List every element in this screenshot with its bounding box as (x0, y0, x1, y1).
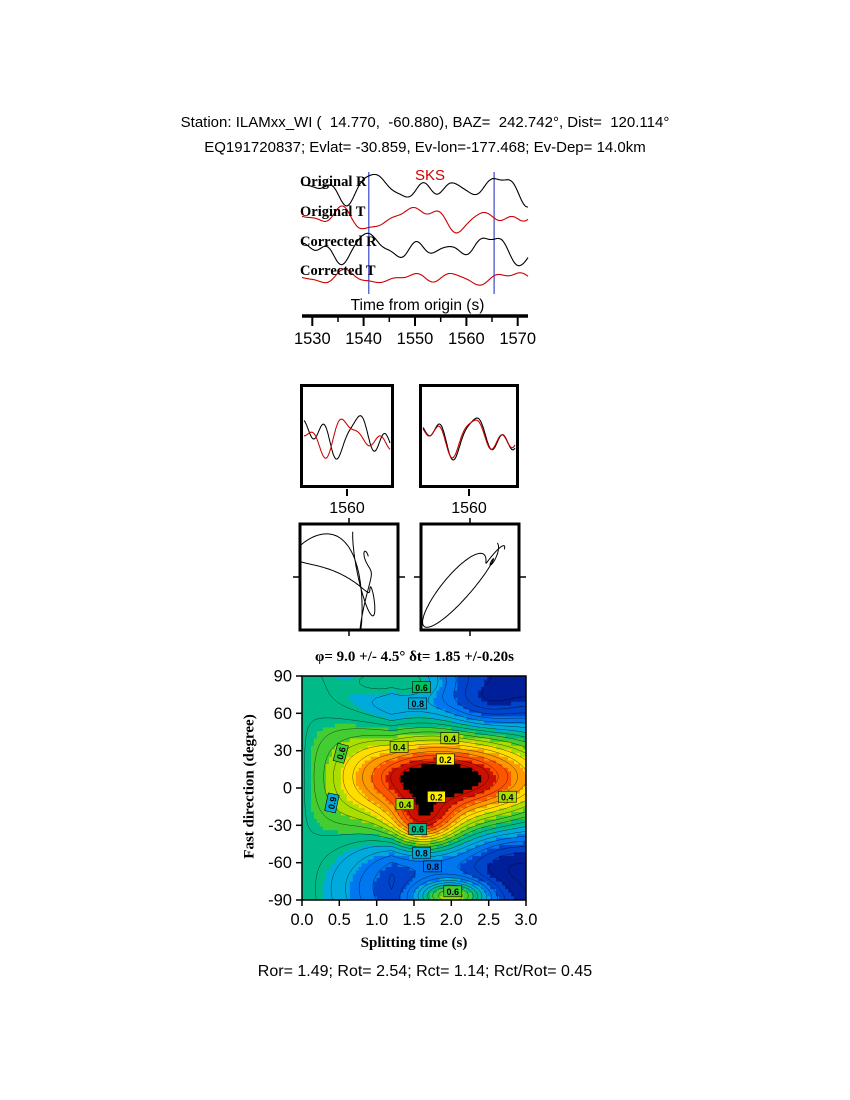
svg-text:0.8: 0.8 (415, 848, 428, 858)
svg-text:1550: 1550 (397, 330, 434, 348)
svg-text:0.6: 0.6 (411, 825, 424, 835)
particle-motion-panel-left (293, 518, 405, 636)
svg-text:2.5: 2.5 (477, 911, 500, 929)
svg-text:1530: 1530 (295, 330, 331, 348)
svg-text:60: 60 (274, 705, 292, 723)
trace-label-corrected-t: Corrected T (300, 263, 376, 279)
waveform-traces-plot: 1530 1540 1550 1560 1570 (295, 172, 536, 348)
svg-text:90: 90 (274, 668, 292, 686)
phase-label-sks: SKS (415, 167, 446, 184)
panel-right-tick (468, 489, 470, 496)
trace-label-original-r: Original R (300, 174, 367, 190)
panel-left-tick-label: 1560 (329, 500, 365, 517)
svg-text:0.8: 0.8 (411, 699, 424, 709)
svg-text:0.5: 0.5 (328, 911, 351, 929)
svg-text:0.6: 0.6 (415, 683, 428, 693)
panel-right-tick-label: 1560 (451, 500, 487, 517)
window-waveform-panel-left (300, 384, 394, 488)
svg-text:2.0: 2.0 (440, 911, 463, 929)
svg-text:1570: 1570 (499, 330, 536, 348)
station-header: Station: ILAMxx_WI ( 14.770, -60.880), B… (180, 114, 670, 131)
event-header: EQ191720837; Evlat= -30.859, Ev-lon=-177… (204, 139, 646, 156)
svg-text:0.4: 0.4 (444, 734, 457, 744)
time-axis-label: Time from origin (s) (350, 297, 485, 314)
svg-text:0.0: 0.0 (291, 911, 314, 929)
svg-text:1.5: 1.5 (403, 911, 426, 929)
svg-text:30: 30 (274, 742, 292, 760)
svg-text:-90: -90 (268, 892, 292, 910)
svg-text:-60: -60 (268, 854, 292, 872)
svg-text:0.2: 0.2 (430, 792, 443, 802)
svg-text:1.0: 1.0 (365, 911, 388, 929)
svg-text:1560: 1560 (448, 330, 485, 348)
svg-text:0.6: 0.6 (335, 746, 348, 761)
results-line: Ror= 1.49; Rot= 2.54; Rct= 1.14; Rct/Rot… (257, 963, 593, 980)
svg-text:0.9: 0.9 (326, 796, 338, 810)
particle-motion-panel-right (414, 518, 526, 636)
svg-text:0.2: 0.2 (439, 755, 452, 765)
svg-text:0.4: 0.4 (399, 800, 412, 810)
svg-text:1540: 1540 (345, 330, 382, 348)
misfit-contour-plot: 0.0 0.5 1.0 1.5 2.0 2.5 3.0 -90 -60 -30 0 30 60 90 0.6… (268, 668, 538, 929)
window-waveform-left-svg (303, 415, 391, 460)
trace-label-corrected-r: Corrected R (300, 234, 377, 250)
misfit-ylabel: Fast direction (degree) (241, 714, 258, 859)
svg-text:0.8: 0.8 (426, 862, 439, 872)
svg-text:-30: -30 (268, 817, 292, 835)
svg-text:0: 0 (283, 780, 292, 798)
misfit-title: φ= 9.0 +/- 4.5° δt= 1.85 +/-0.20s (315, 649, 514, 665)
trace-label-original-t: Original T (300, 204, 366, 220)
misfit-xlabel: Splitting time (s) (360, 935, 468, 951)
panel-left-tick (346, 489, 348, 496)
svg-text:0.4: 0.4 (501, 792, 514, 802)
svg-text:3.0: 3.0 (515, 911, 538, 929)
svg-text:0.4: 0.4 (393, 743, 406, 753)
svg-text:0.6: 0.6 (447, 887, 460, 897)
window-waveform-panel-right (419, 384, 519, 488)
window-waveform-right-svg (422, 417, 516, 461)
